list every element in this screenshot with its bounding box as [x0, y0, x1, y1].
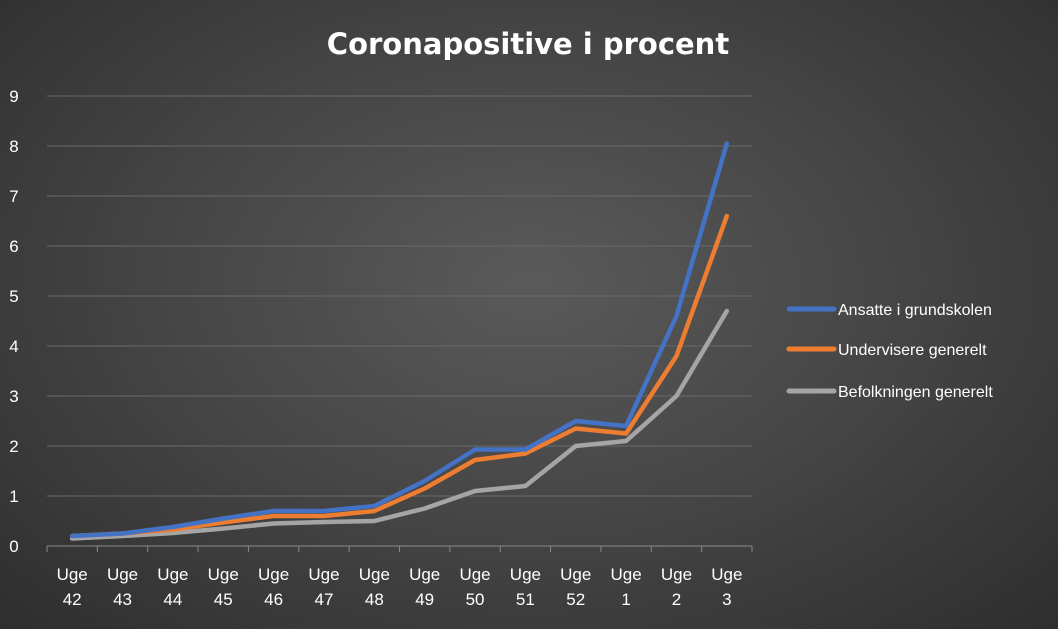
- y-tick-label: 7: [9, 187, 18, 206]
- x-tick-label: Uge 49: [409, 565, 440, 609]
- y-tick-label: 3: [9, 387, 18, 406]
- x-tick-label: Uge 48: [359, 565, 390, 609]
- y-axis-ticks: 0 1 2 3 4 5 6 7 8 9: [9, 87, 18, 556]
- legend: Ansatte i grundskolen Undervisere generel…: [786, 302, 993, 401]
- series-line-ansatte-i-grundskolen: [69, 141, 730, 539]
- y-tick-label: 8: [9, 137, 18, 156]
- x-tick-label: Uge 1: [611, 565, 642, 609]
- series-line-undervisere-generelt: [69, 213, 730, 539]
- x-tick-label: Uge 43: [107, 565, 138, 609]
- y-tick-label: 6: [9, 237, 18, 256]
- chart-title: Coronapositive i procent: [327, 27, 730, 61]
- y-tick-label: 4: [9, 337, 18, 356]
- legend-label-ansatte-i-grundskolen: Ansatte i grundskolen: [838, 302, 992, 319]
- y-tick-label: 0: [9, 537, 18, 556]
- legend-label-befolkningen-generelt: Befolkningen generelt: [838, 384, 993, 401]
- x-tick-label: Uge 50: [459, 565, 490, 609]
- y-tick-label: 5: [9, 287, 18, 306]
- x-tick-label: Uge 2: [661, 565, 692, 609]
- legend-label-undervisere-generelt: Undervisere generelt: [838, 342, 987, 359]
- series-lines: [69, 141, 730, 541]
- x-tick-label: Uge 46: [258, 565, 289, 609]
- x-tick-label: Uge 47: [308, 565, 339, 609]
- series-line-befolkningen-generelt: [69, 308, 730, 541]
- gridlines: [47, 95, 752, 547]
- x-tick-label: Uge 42: [57, 565, 88, 609]
- x-axis-ticks: Uge 42 Uge 43 Uge 44 Uge 45 Uge 46 Uge 47 Uge 48 Uge 49…: [46, 546, 753, 609]
- x-tick-label: Uge 51: [510, 565, 541, 609]
- x-tick-label: Uge 45: [208, 565, 239, 609]
- y-tick-label: 2: [9, 437, 18, 456]
- x-tick-label: Uge 52: [560, 565, 591, 609]
- x-tick-label: Uge 3: [711, 565, 742, 609]
- x-tick-label: Uge 44: [157, 565, 188, 609]
- y-tick-label: 9: [9, 87, 18, 106]
- y-tick-label: 1: [9, 487, 18, 506]
